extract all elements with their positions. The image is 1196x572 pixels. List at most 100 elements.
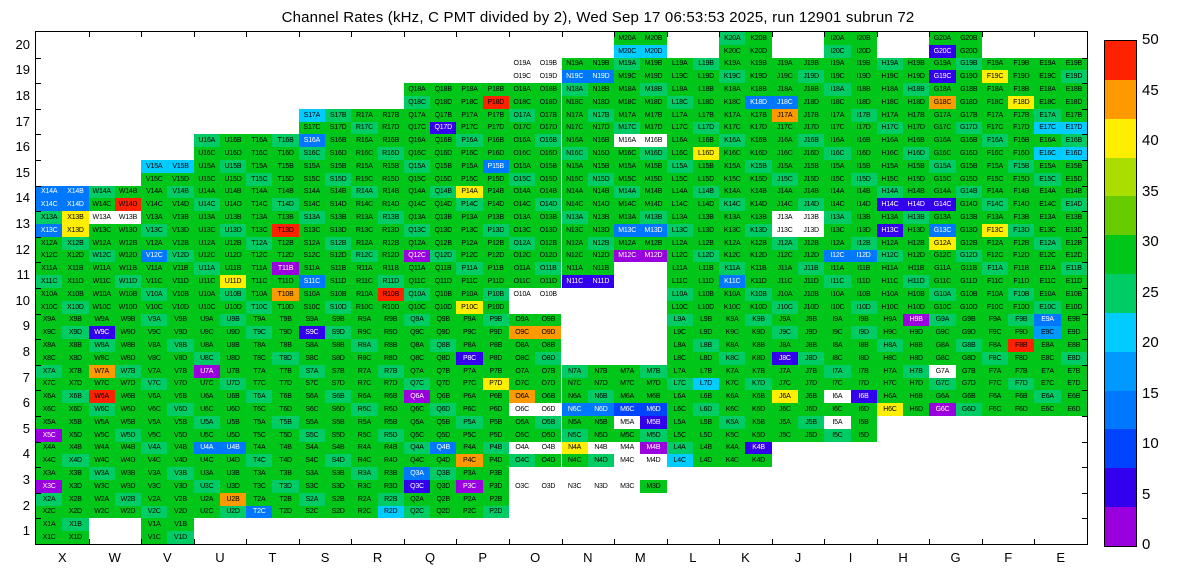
- heatmap-cell: O18A: [508, 83, 536, 96]
- heatmap-cell: H10B: [903, 288, 930, 301]
- heatmap-cell: G12D: [955, 249, 982, 263]
- heatmap-cell: M13D: [640, 224, 667, 237]
- heatmap-cell: O6B: [535, 390, 562, 404]
- heatmap-cell: Q17A: [403, 108, 431, 122]
- axis-tick: [36, 313, 41, 315]
- heatmap-cell: L7D: [692, 377, 720, 391]
- heatmap-cell: O7D: [535, 377, 562, 391]
- heatmap-cell: F18C: [981, 96, 1009, 109]
- heatmap-cell: X5A: [36, 416, 63, 429]
- heatmap-cell: Q3B: [430, 467, 457, 480]
- heatmap-cell: G8C: [929, 352, 956, 365]
- axis-tick: [88, 32, 90, 37]
- chart-title: Channel Rates (kHz, C PMT divided by 2),…: [281, 9, 915, 26]
- heatmap-cell: J8C: [771, 352, 798, 365]
- heatmap-cell: H18A: [876, 83, 904, 96]
- heatmap-cell: L14A: [666, 185, 693, 199]
- heatmap-cell: E7D: [1060, 377, 1087, 391]
- heatmap-cell: I10D: [850, 300, 877, 314]
- colorbar-band: [1105, 507, 1136, 546]
- heatmap-cell: P17A: [456, 108, 483, 122]
- heatmap-cell: P9D: [482, 326, 509, 340]
- heatmap-cell: O19D: [535, 70, 562, 84]
- heatmap-cell: S11C: [298, 275, 326, 288]
- heatmap-cell: R7B: [377, 364, 404, 378]
- heatmap-cell: N3C: [561, 480, 588, 493]
- heatmap-cell: O13A: [508, 211, 536, 224]
- heatmap-cell: E19C: [1034, 70, 1061, 84]
- heatmap-cell: X6C: [36, 403, 63, 416]
- heatmap-cell: Q10C: [403, 300, 431, 314]
- heatmap-cell: L5C: [666, 428, 693, 442]
- heatmap-cell: G16C: [929, 147, 956, 160]
- heatmap-cell: I12A: [824, 236, 851, 250]
- heatmap-cell: W12B: [114, 236, 142, 250]
- heatmap-cell: I14A: [824, 185, 851, 199]
- heatmap-cell: R14D: [377, 198, 404, 212]
- heatmap-cell: I5C: [824, 428, 851, 442]
- heatmap-cell: U6C: [193, 403, 220, 416]
- axis-tick: [1082, 57, 1087, 59]
- axis-tick: [36, 134, 41, 136]
- heatmap-cell: V5B: [167, 416, 194, 429]
- heatmap-cell: U4D: [219, 454, 247, 468]
- heatmap-cell: W3A: [88, 467, 115, 480]
- heatmap-cell: L4B: [692, 441, 720, 455]
- heatmap-cell: T12D: [272, 249, 299, 263]
- heatmap-cell: K4B: [745, 441, 772, 455]
- heatmap-cell: P12D: [482, 249, 509, 263]
- heatmap-cell: J12C: [771, 249, 798, 263]
- heatmap-cell: L9C: [666, 326, 693, 340]
- heatmap-cell: E15C: [1034, 172, 1061, 186]
- heatmap-cell: X10B: [62, 288, 89, 301]
- heatmap-cell: L9B: [692, 313, 720, 327]
- heatmap-cell: P15C: [456, 172, 483, 186]
- heatmap-cell: I14D: [850, 198, 877, 212]
- colorbar-tick-label: 45: [1142, 81, 1159, 99]
- heatmap-cell: R8C: [351, 352, 378, 365]
- heatmap-cell: O4D: [535, 454, 562, 468]
- heatmap-cell: R4A: [351, 441, 378, 455]
- heatmap-cell: J18D: [797, 96, 825, 109]
- heatmap-cell: U15C: [193, 172, 220, 186]
- heatmap-cell: R4C: [351, 454, 378, 468]
- heatmap-cell: R12A: [351, 236, 378, 250]
- heatmap-cell: W6A: [88, 390, 115, 404]
- heatmap-cell: K12C: [719, 249, 746, 263]
- heatmap-cell: W3B: [114, 467, 142, 480]
- axis-tick: [1082, 108, 1087, 110]
- heatmap-cell: L15D: [692, 172, 720, 186]
- heatmap-cell: P11B: [482, 262, 509, 276]
- heatmap-cell: J18C: [771, 96, 798, 109]
- heatmap-cell: V1C: [141, 531, 168, 544]
- heatmap-cell: M19B: [640, 57, 667, 71]
- heatmap-cell: M13C: [614, 224, 641, 237]
- x-axis-label: M: [634, 550, 646, 565]
- x-axis-label: T: [268, 550, 277, 565]
- heatmap-cell: K13A: [719, 211, 746, 224]
- x-axis-label: R: [372, 550, 383, 565]
- axis-tick: [508, 539, 510, 544]
- heatmap-cell: G7D: [955, 377, 982, 391]
- heatmap-cell: M12A: [614, 236, 641, 250]
- heatmap-cell: K10B: [745, 288, 772, 301]
- axis-tick: [36, 416, 41, 417]
- heatmap-cell: X14C: [36, 198, 63, 212]
- heatmap-cell: E13B: [1060, 211, 1087, 224]
- heatmap-cell: K7A: [719, 364, 746, 378]
- heatmap-cell: N17C: [561, 121, 588, 135]
- axis-tick: [824, 32, 826, 37]
- heatmap-cell: T8D: [272, 352, 299, 365]
- heatmap-cell: X3D: [62, 480, 89, 493]
- heatmap-cell: K16C: [719, 147, 746, 160]
- y-axis-label: 19: [15, 62, 30, 78]
- heatmap-cell: N4A: [561, 441, 588, 455]
- heatmap-cell: X7D: [62, 377, 89, 391]
- heatmap-cell: P13D: [482, 224, 509, 237]
- heatmap-cell: M4D: [640, 454, 667, 468]
- heatmap-cell: T3B: [272, 467, 299, 480]
- heatmap-cell: U5A: [193, 416, 220, 429]
- heatmap-cell: H12C: [876, 249, 904, 263]
- heatmap-cell: O8D: [535, 352, 562, 365]
- y-axis-label: 18: [15, 88, 30, 103]
